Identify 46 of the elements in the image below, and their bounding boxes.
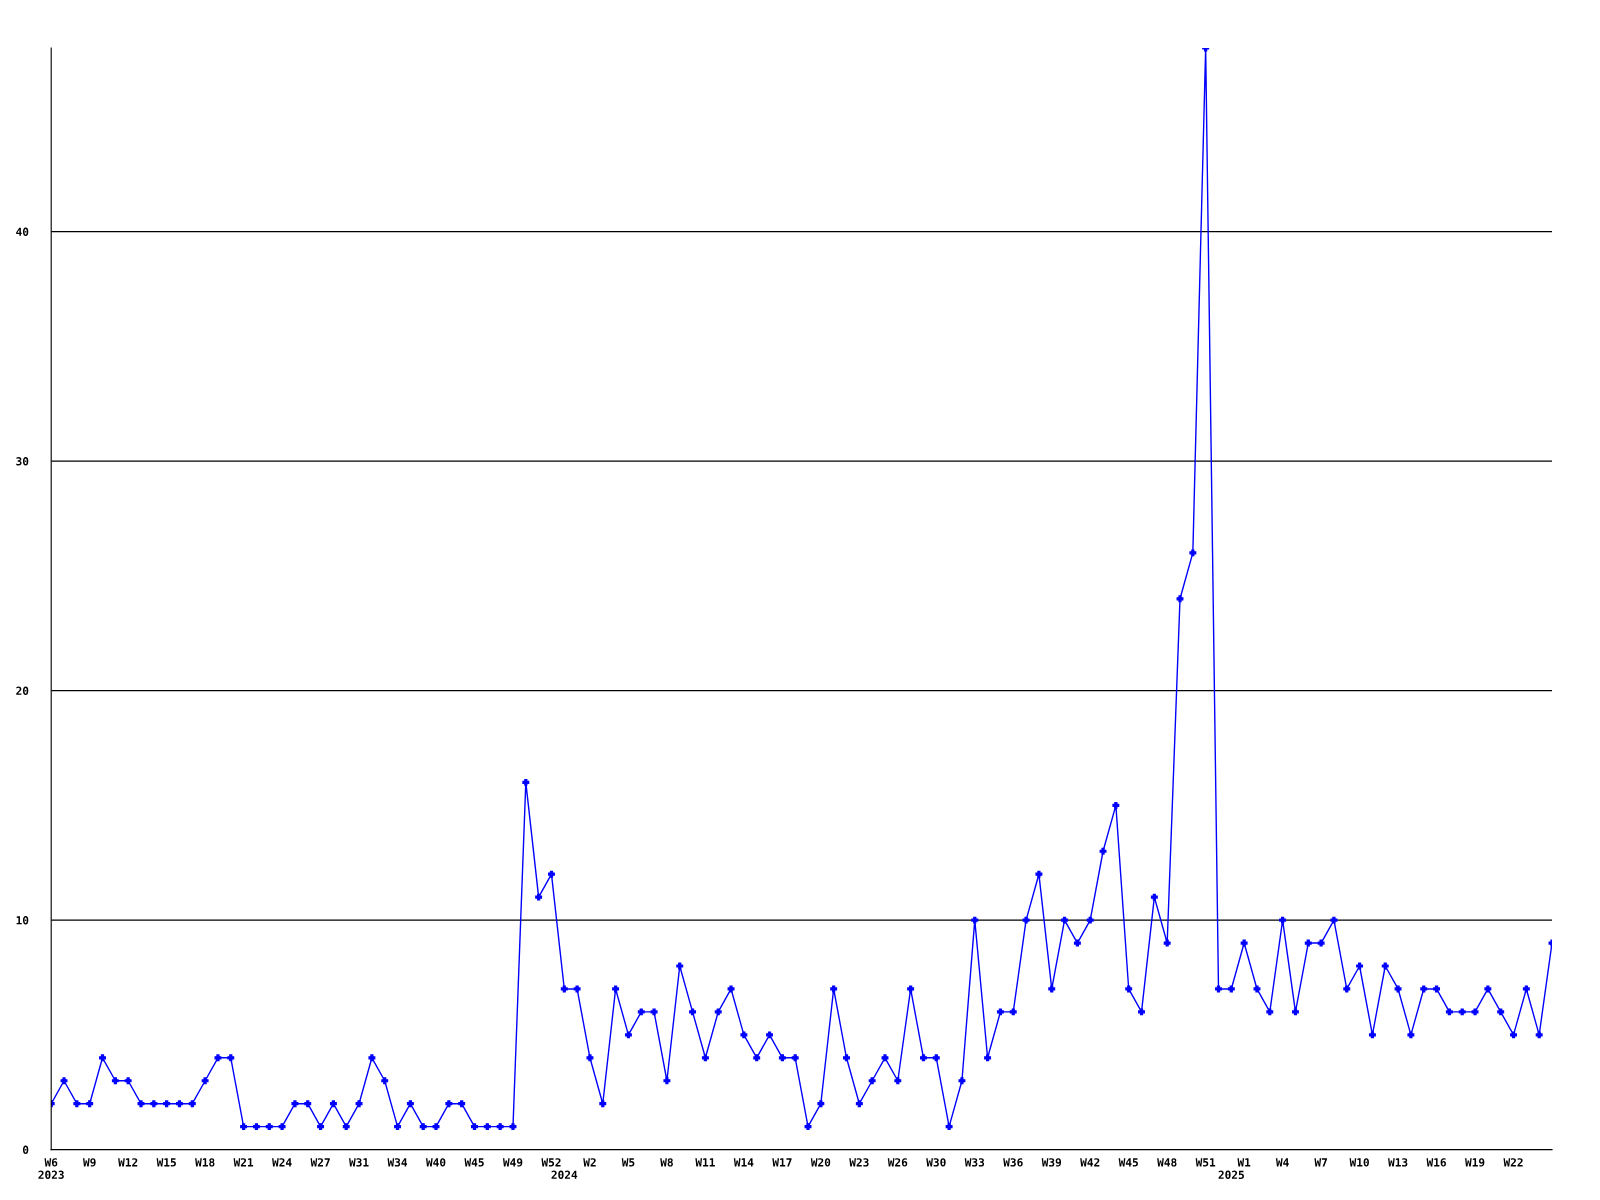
x-tick-label: W14 (733, 1158, 754, 1167)
x-tick-label: W33 (964, 1158, 985, 1167)
y-tick-label: 0 (22, 1145, 29, 1154)
x-tick-label: W2 (583, 1158, 596, 1167)
x-tick-label: W8 (660, 1158, 673, 1167)
x-tick-label: W39 (1041, 1158, 1062, 1167)
x-tick-label: W1 (1237, 1158, 1251, 1167)
x-tick-label: 2025 (1218, 1170, 1244, 1179)
x-tick-label: W20 (810, 1158, 831, 1167)
x-tick-label: W17 (772, 1158, 792, 1167)
x-tick-label: W11 (695, 1158, 715, 1167)
x-tick-label: W51 (1195, 1158, 1216, 1167)
x-tick-label: W45 (1118, 1158, 1138, 1167)
x-tick-label: W12 (118, 1158, 138, 1167)
x-tick-label: W18 (195, 1158, 215, 1167)
x-tick-label: W49 (502, 1158, 523, 1167)
x-tick-label: W48 (1157, 1158, 1177, 1167)
x-tick-label: W23 (849, 1158, 869, 1167)
y-tick-label: 10 (16, 916, 29, 925)
x-tick-label: W10 (1349, 1158, 1369, 1167)
x-tick-label: W7 (1314, 1158, 1327, 1167)
x-tick-label: W6 2023 (38, 1158, 64, 1179)
x-tick-label: W24 (272, 1158, 292, 1167)
y-tick-label: 40 (16, 227, 29, 236)
x-tick-label: W4 (1275, 1158, 1289, 1167)
x-tick-label: W21 (233, 1158, 254, 1167)
x-tick-label: W31 (349, 1158, 369, 1167)
x-tick-label: W22 (1503, 1158, 1523, 1167)
x-tick-label: W5 (621, 1158, 635, 1167)
x-tick-label: 2024 (551, 1170, 578, 1179)
x-tick-label: W34 (387, 1158, 408, 1167)
y-tick-label: 30 (16, 457, 29, 466)
x-tick-label: W40 (425, 1158, 446, 1167)
x-tick-label: W36 (1003, 1158, 1023, 1167)
y-tick-label: 20 (16, 686, 29, 695)
x-tick-label: W16 (1426, 1158, 1446, 1167)
x-tick-label: W30 (926, 1158, 946, 1167)
x-tick-label: W42 (1080, 1158, 1100, 1167)
x-tick-label: W26 (887, 1158, 908, 1167)
x-tick-label: W45 (464, 1158, 484, 1167)
x-tick-label: W27 (310, 1158, 330, 1167)
x-tick-label: W9 (82, 1158, 96, 1167)
x-tick-label: W15 (156, 1158, 176, 1167)
x-tick-label: W52 (541, 1158, 561, 1167)
x-tick-label: W13 (1388, 1158, 1408, 1167)
x-tick-label: W19 (1465, 1158, 1485, 1167)
